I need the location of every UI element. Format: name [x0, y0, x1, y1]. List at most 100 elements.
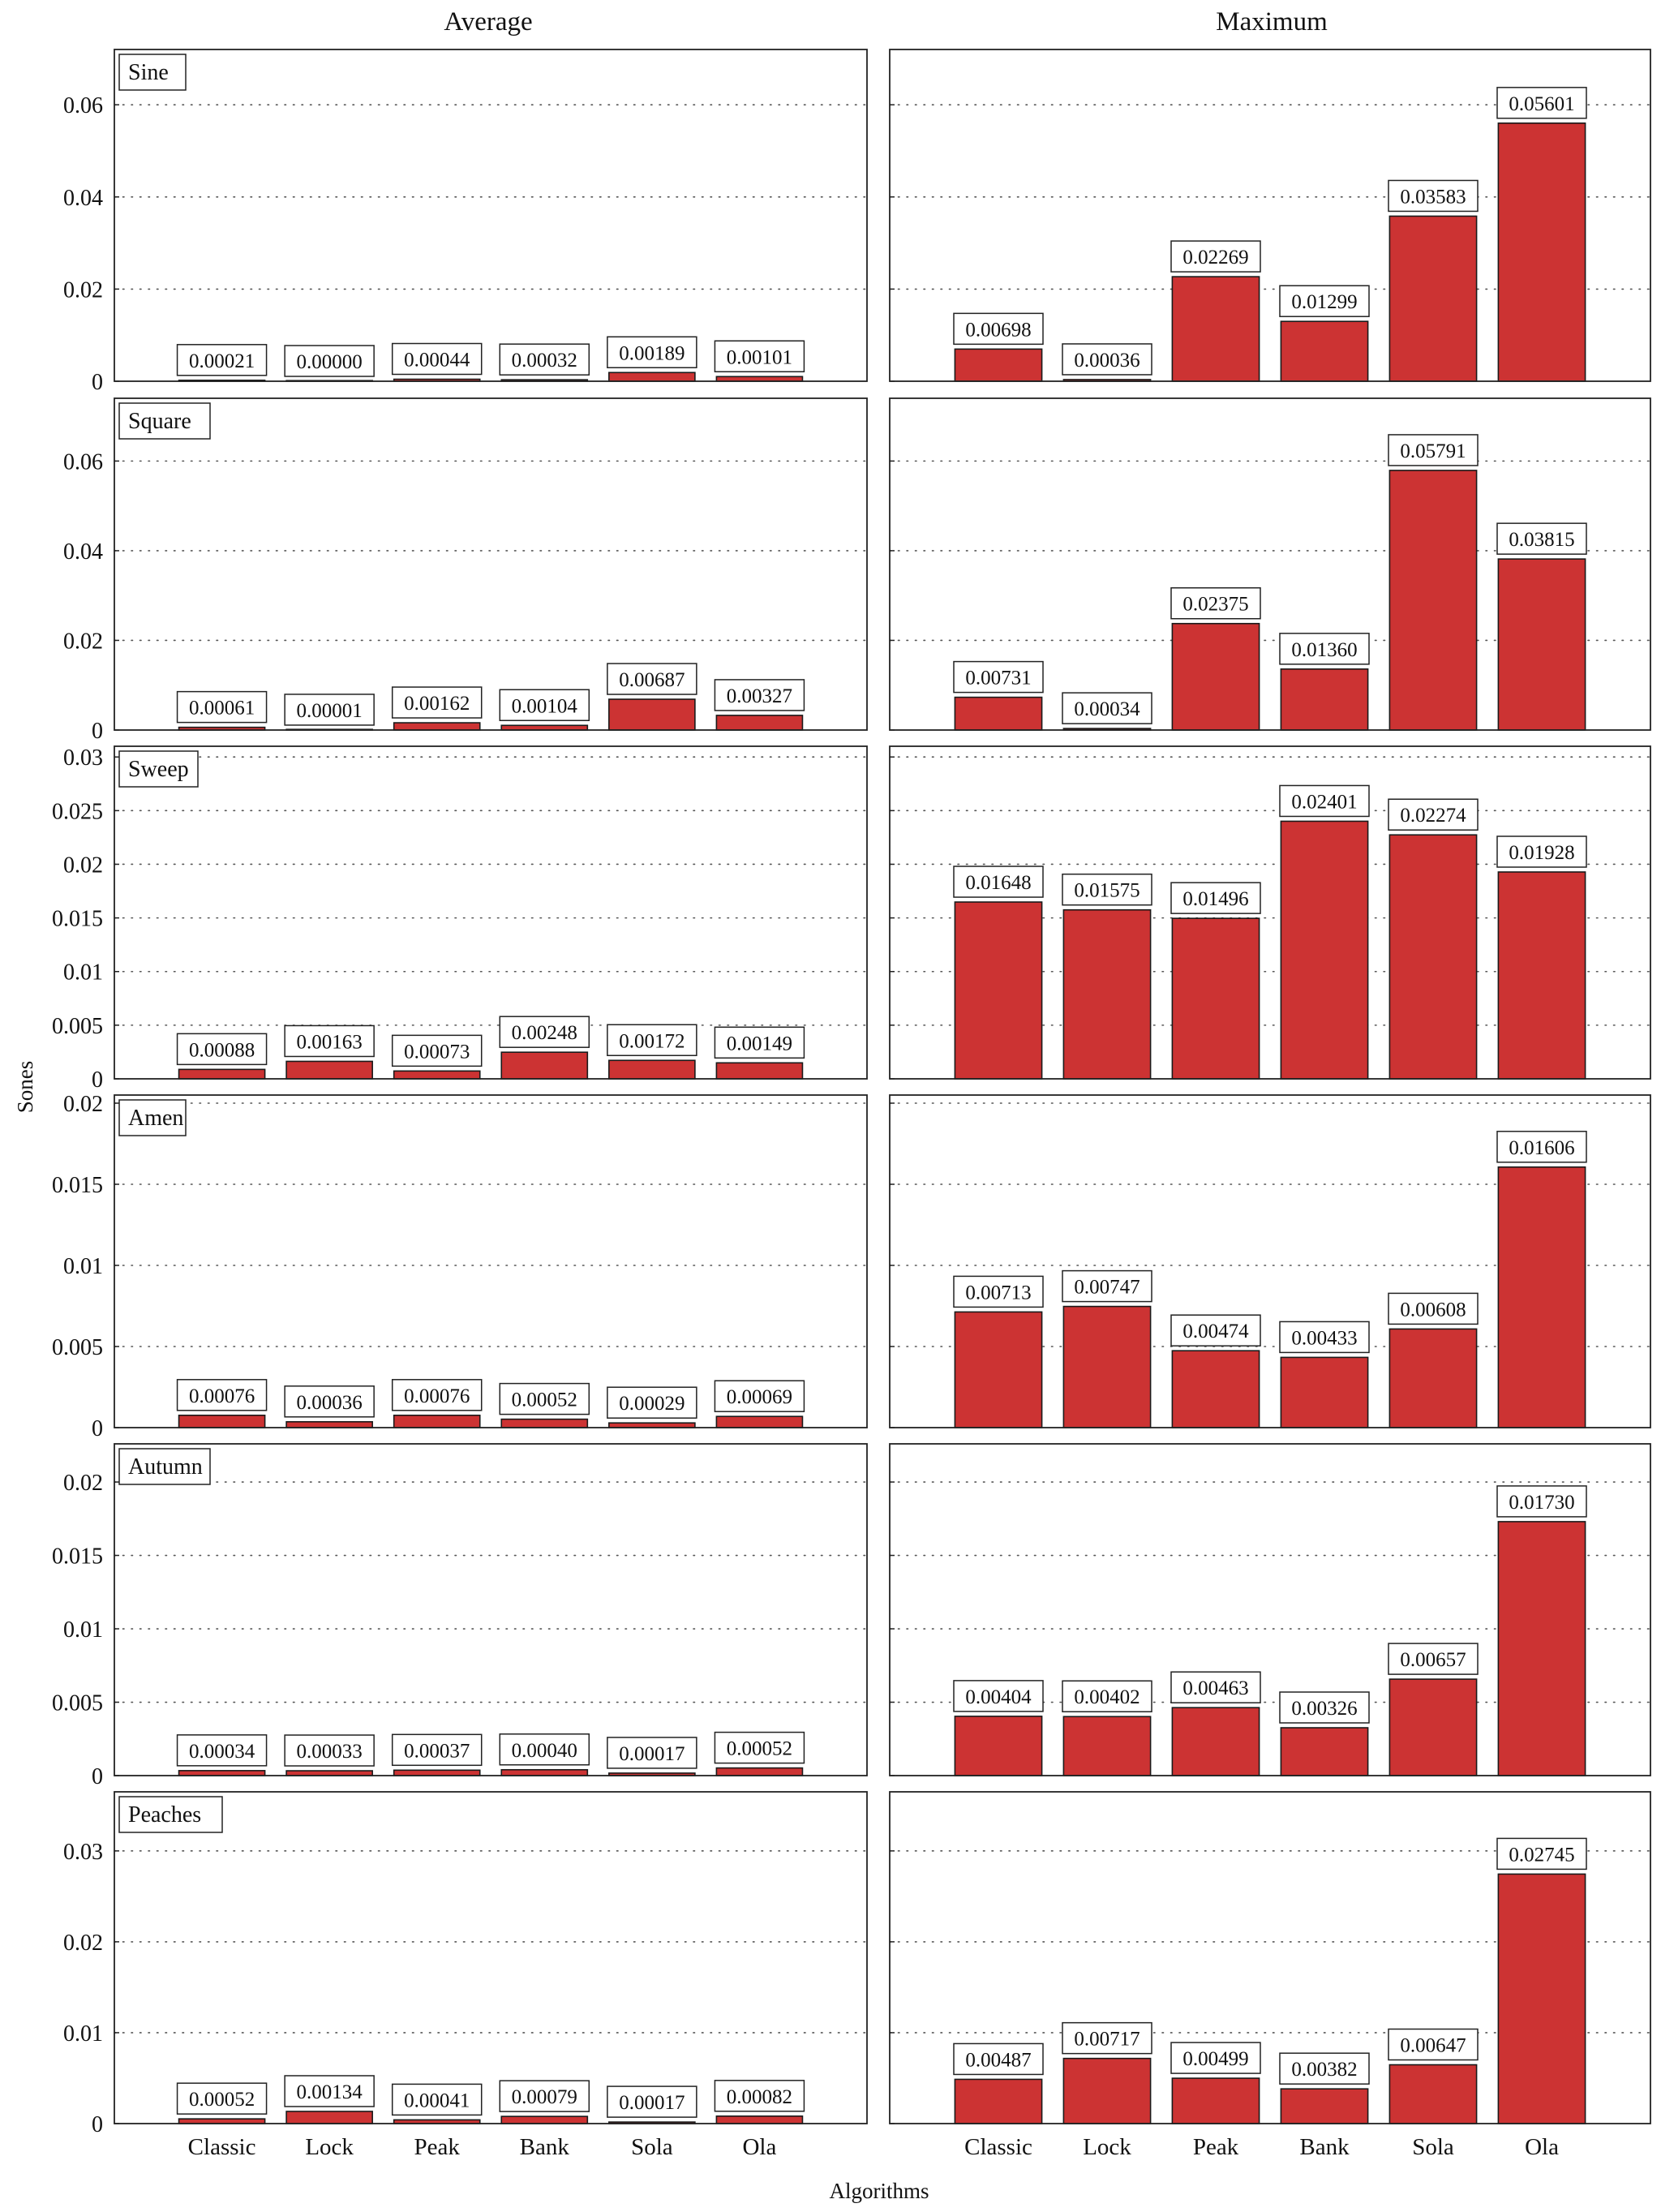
value-label-box — [1062, 692, 1152, 724]
y-tick-label: 0 — [92, 1067, 103, 1093]
value-label-box — [1388, 2028, 1479, 2061]
value-label-lock: 0.00000 — [284, 345, 375, 377]
value-label-text: 0.01730 — [1509, 1492, 1574, 1514]
bar-ola — [1497, 1521, 1586, 1776]
bar-peak — [1171, 1350, 1260, 1428]
bar-bank — [1280, 1356, 1369, 1428]
y-tick-label: 0.03 — [63, 1840, 103, 1865]
value-label-bank: 0.01299 — [1279, 285, 1370, 317]
bar-lock — [1062, 1716, 1152, 1776]
value-label-text: 0.00163 — [297, 1031, 363, 1053]
value-label-text: 0.03815 — [1509, 529, 1574, 551]
value-label-peak: 0.02269 — [1170, 240, 1261, 273]
panel-frame — [114, 1094, 868, 1428]
value-label-text: 0.00076 — [404, 1385, 470, 1407]
value-label-bank: 0.01360 — [1279, 633, 1370, 665]
value-label-box — [391, 342, 483, 376]
value-label-text: 0.00248 — [512, 1022, 577, 1044]
y-tick-label: 0.01 — [63, 960, 103, 986]
x-tick-label-ola: Ola — [742, 2134, 776, 2160]
panel-frame — [114, 1791, 868, 2124]
x-tick-label-bank: Bank — [1299, 2134, 1350, 2160]
value-label-box — [953, 660, 1044, 694]
value-label-text: 0.00000 — [297, 351, 363, 373]
value-label-sola: 0.00657 — [1388, 1643, 1479, 1675]
bar-sola — [608, 372, 696, 382]
panel-frame — [889, 397, 1651, 731]
value-label-lock: 0.00036 — [284, 1385, 375, 1418]
value-label-text: 0.00034 — [189, 1741, 255, 1763]
bar-sola — [608, 1059, 696, 1080]
value-label-text: 0.00034 — [1074, 698, 1140, 720]
value-label-box — [1170, 1314, 1261, 1347]
value-label-classic: 0.00713 — [953, 1275, 1044, 1308]
panel-grid: 00.020.040.060.00021 0.00000 0.00044 0.0003… — [52, 49, 1651, 2160]
value-label-text: 0.02274 — [1400, 805, 1466, 827]
row-label-sweep: Sweep — [118, 750, 199, 788]
bar-sola — [1388, 1328, 1478, 1428]
bar-classic — [178, 1770, 266, 1776]
value-label-text: 0.00326 — [1291, 1698, 1357, 1720]
row-label-text: Amen — [128, 1106, 183, 1131]
panel-sine-maximum: 0.00698 0.00036 0.02269 0.01299 0.03583 0.056… — [889, 49, 1651, 382]
value-label-text: 0.00433 — [1291, 1327, 1357, 1349]
value-label-box — [1388, 1643, 1479, 1675]
value-label-text: 0.01648 — [965, 872, 1031, 894]
x-tick-label-peak: Peak — [1193, 2134, 1239, 2160]
panel-peaches-average: 0 0.01 0.02 0.03 0.00052 Classic 0.00134 Lock 0.… — [63, 1791, 868, 2160]
value-label-text: 0.00001 — [297, 700, 363, 722]
y-tick-label: 0.02 — [63, 853, 103, 878]
value-label-text: 0.02375 — [1182, 594, 1248, 616]
y-tick-label: 0 — [92, 1416, 103, 1441]
bar-classic — [954, 2078, 1043, 2124]
value-label-text: 0.00088 — [189, 1039, 255, 1061]
value-label-text: 0.05791 — [1400, 440, 1466, 462]
bar-bank — [1280, 1727, 1369, 1776]
value-label-lock: 0.00036 — [1062, 343, 1152, 376]
value-label-text: 0.00052 — [189, 2089, 255, 2111]
value-label-box — [499, 1382, 590, 1415]
bar-bank — [1280, 820, 1369, 1080]
value-label-text: 0.00104 — [512, 695, 578, 717]
value-label-sola: 0.00687 — [607, 663, 697, 695]
value-label-box — [391, 2083, 483, 2116]
value-label-sola: 0.05791 — [1388, 434, 1479, 466]
y-tick-label: 0 — [92, 1764, 103, 1789]
value-label-box — [176, 2082, 268, 2115]
value-label-bank: 0.00433 — [1279, 1321, 1370, 1354]
bar-sola — [1388, 2064, 1478, 2124]
value-label-text: 0.00487 — [965, 2049, 1031, 2071]
bar-peak — [1171, 622, 1260, 731]
value-label-bank: 0.00040 — [499, 1733, 590, 1766]
value-label-box — [284, 1385, 375, 1418]
y-tick-label: 0.025 — [52, 799, 103, 824]
bar-bank — [1280, 2088, 1369, 2124]
value-label-text: 0.00061 — [189, 698, 255, 719]
value-label-classic: 0.00731 — [953, 660, 1044, 694]
value-label-ola: 0.02745 — [1496, 1837, 1587, 1871]
panel-frame — [889, 1791, 1651, 2124]
value-label-box — [391, 1733, 483, 1767]
y-tick-label: 0 — [92, 2112, 103, 2137]
value-label-bank: 0.02401 — [1279, 784, 1370, 818]
bar-sola — [608, 698, 696, 731]
value-label-text: 0.02401 — [1291, 791, 1357, 813]
panel-sine-average: 0 0.02 0.04 0.06 0.00021 0.00000 0.00044 0.0003… — [63, 49, 868, 395]
value-label-sola: 0.03583 — [1388, 179, 1479, 213]
value-label-text: 0.00036 — [297, 1392, 363, 1414]
bar-lock — [1062, 908, 1152, 1080]
value-label-box — [953, 865, 1044, 898]
value-label-peak: 0.00076 — [391, 1379, 483, 1411]
value-label-peak: 0.00041 — [391, 2083, 483, 2116]
value-label-classic: 0.00698 — [953, 312, 1044, 346]
bar-classic — [954, 901, 1043, 1080]
value-label-text: 0.00657 — [1400, 1649, 1466, 1671]
bar-ola — [1497, 1873, 1586, 2124]
value-label-ola: 0.00069 — [714, 1380, 805, 1412]
value-label-box — [953, 1680, 1044, 1712]
panel-frame — [114, 745, 868, 1080]
x-tick-label-peak: Peak — [414, 2134, 461, 2160]
value-label-text: 0.00402 — [1074, 1686, 1140, 1708]
value-label-box — [1279, 1691, 1370, 1724]
value-label-text: 0.00382 — [1291, 2059, 1357, 2081]
